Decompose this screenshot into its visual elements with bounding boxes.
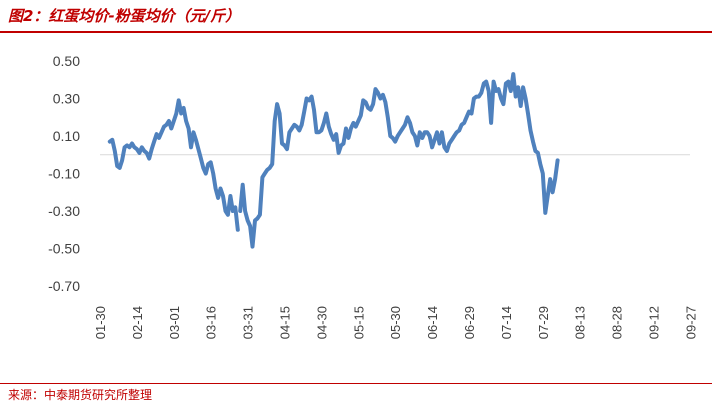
x-tick-label: 04-30 <box>314 306 329 339</box>
y-axis-ticks: 0.50 0.30 0.10 -0.10 -0.30 -0.50 -0.70 <box>48 53 80 294</box>
series-line-segment-1 <box>107 98 240 232</box>
y-tick-label: -0.10 <box>48 166 80 182</box>
x-tick-label: 03-01 <box>167 306 182 339</box>
x-tick-label: 01-30 <box>93 306 108 339</box>
x-tick-label: 07-29 <box>536 306 551 339</box>
footer-divider <box>0 383 712 384</box>
series-lines <box>107 72 560 249</box>
x-axis-ticks: 01-30 02-14 03-01 03-16 03-31 04-15 04-30 05-15… <box>93 306 698 339</box>
x-tick-label: 08-13 <box>573 306 588 339</box>
chart-title: 图2：红蛋均价-粉蛋均价（元/斤） <box>8 7 241 25</box>
y-tick-label: 0.10 <box>53 128 80 144</box>
y-tick-label: 0.30 <box>53 91 80 107</box>
x-tick-label: 05-30 <box>388 306 403 339</box>
y-tick-label: -0.70 <box>48 278 80 294</box>
x-tick-label: 07-14 <box>499 306 514 339</box>
x-tick-label: 02-14 <box>130 306 145 339</box>
series-line-segment-2 <box>238 72 560 249</box>
x-tick-label: 09-27 <box>683 306 698 339</box>
x-tick-label: 08-28 <box>610 306 625 339</box>
x-tick-label: 05-15 <box>351 306 366 339</box>
y-tick-label: -0.30 <box>48 203 80 219</box>
y-tick-label: -0.50 <box>48 241 80 257</box>
line-chart: 0.50 0.30 0.10 -0.10 -0.30 -0.50 -0.70 01-30 02… <box>48 53 698 339</box>
x-tick-label: 03-31 <box>241 306 256 339</box>
x-tick-label: 09-12 <box>647 306 662 339</box>
title-divider <box>0 31 712 33</box>
source-note: 来源：中泰期货研究所整理 <box>8 388 153 402</box>
x-tick-label: 03-16 <box>204 306 219 339</box>
title-bar: 图2：红蛋均价-粉蛋均价（元/斤） <box>0 0 712 30</box>
y-tick-label: 0.50 <box>53 53 80 69</box>
x-tick-label: 06-29 <box>462 306 477 339</box>
x-tick-label: 06-14 <box>425 306 440 339</box>
x-tick-label: 04-15 <box>278 306 293 339</box>
